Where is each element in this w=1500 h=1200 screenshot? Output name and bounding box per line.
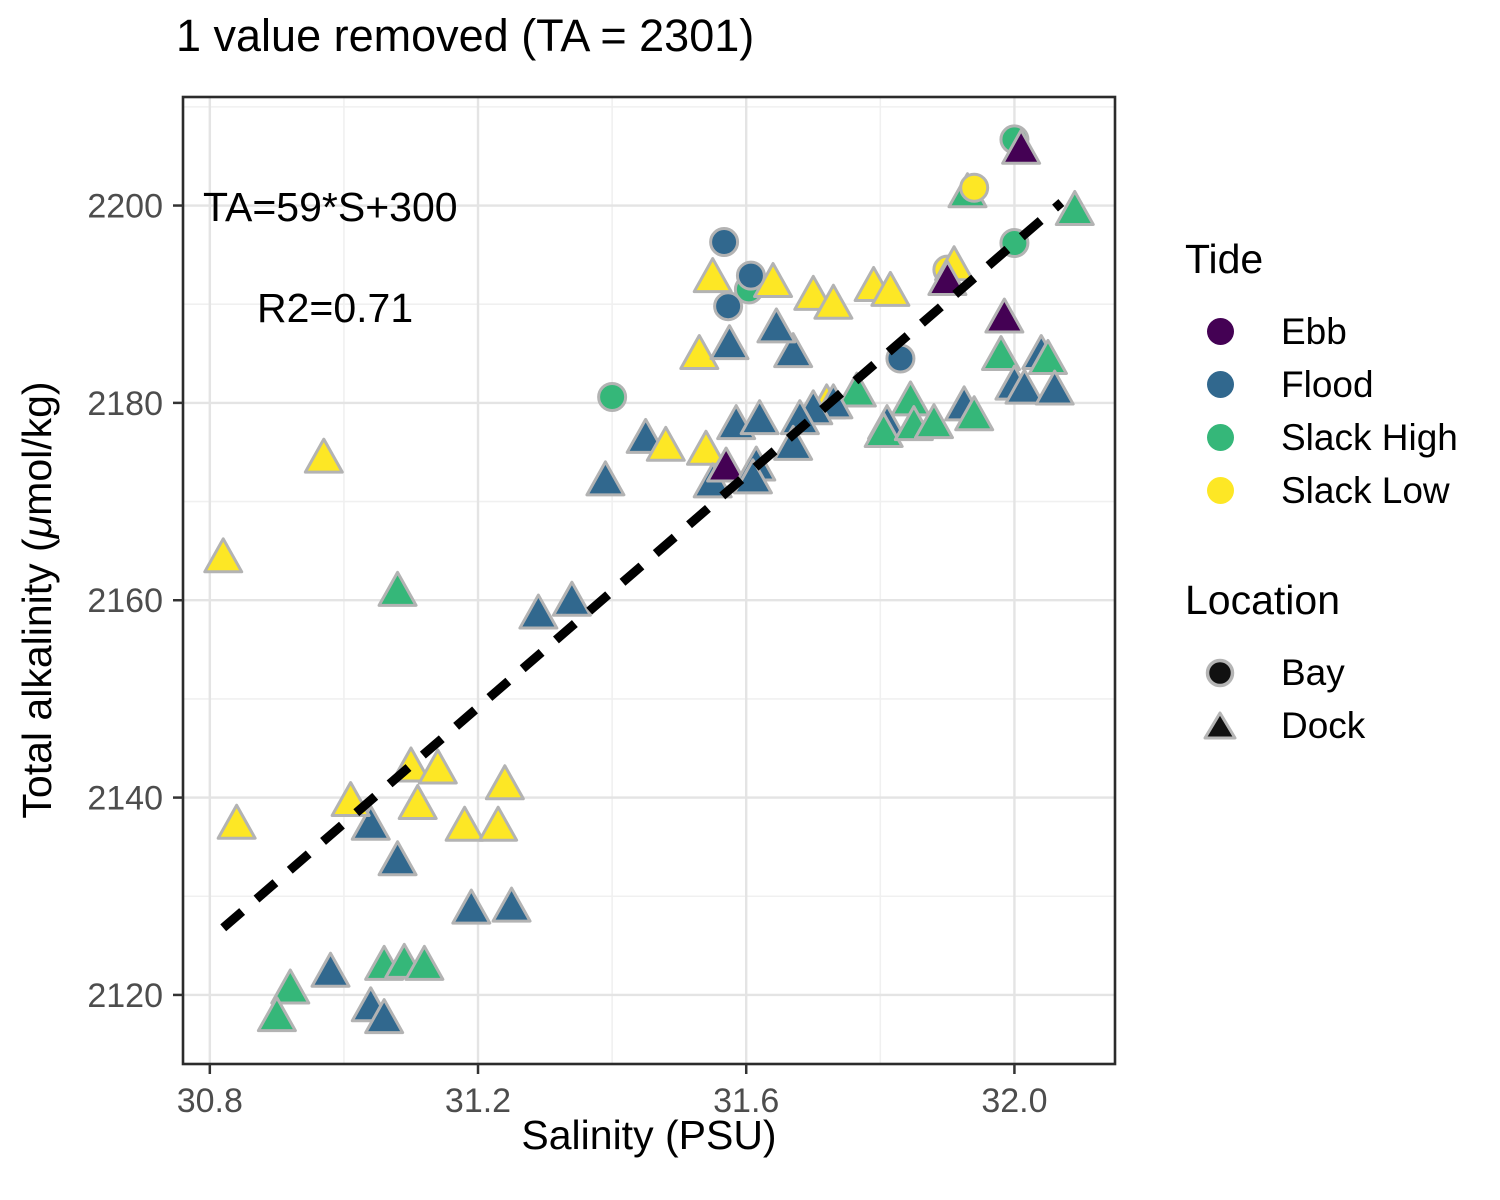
dock-triangle-icon bbox=[1203, 711, 1237, 739]
legend-location-title: Location bbox=[1185, 577, 1341, 623]
point-dock-ebb bbox=[984, 297, 1025, 334]
trend-line bbox=[220, 199, 1065, 932]
axis-ticks-and-labels: 30.8 31.2 31.6 32.0 2120 2140 2160 2180 2200 bbox=[87, 188, 1047, 1120]
y-tick-label: 2180 bbox=[87, 385, 163, 423]
minor-gridlines bbox=[183, 97, 1115, 1064]
ebb-color-swatch bbox=[1207, 318, 1234, 345]
major-gridlines bbox=[183, 97, 1115, 1064]
r-squared-annotation: R2=0.71 bbox=[257, 285, 414, 331]
legend-label-bay: Bay bbox=[1281, 651, 1345, 693]
point-dock-slack-low bbox=[685, 429, 726, 466]
point-dock-slack-high bbox=[836, 371, 877, 408]
point-dock-flood bbox=[709, 324, 750, 361]
point-dock-slack-high bbox=[270, 968, 311, 1005]
point-dock-flood bbox=[451, 888, 492, 925]
point-dock-slack-low bbox=[793, 274, 834, 311]
point-dock-ebb bbox=[706, 446, 747, 483]
point-dock-slack-high bbox=[981, 335, 1022, 372]
x-tick-label: 32.0 bbox=[981, 1082, 1047, 1120]
point-bay-flood bbox=[709, 227, 740, 258]
point-dock-slack-high bbox=[1027, 338, 1068, 375]
legend: Tide Ebb Flood Slack High Slack Low Loca… bbox=[1185, 236, 1497, 752]
point-bay-slack-low bbox=[959, 172, 990, 203]
point-dock-slack-low bbox=[484, 764, 525, 801]
y-tick-label: 2160 bbox=[87, 582, 163, 620]
point-dock-ebb bbox=[927, 260, 968, 297]
point-dock-flood bbox=[364, 998, 405, 1035]
point-dock-slack-low bbox=[870, 270, 911, 307]
point-dock-slack-high bbox=[377, 570, 418, 607]
point-dock-slack-low bbox=[216, 803, 257, 840]
legend-item-flood: Flood bbox=[1185, 358, 1497, 411]
point-dock-slack-high bbox=[1054, 189, 1095, 226]
point-dock-slack-low bbox=[203, 537, 244, 574]
point-dock-flood bbox=[732, 458, 773, 495]
legend-item-slack-high: Slack High bbox=[1185, 411, 1497, 464]
point-dock-flood bbox=[377, 840, 418, 877]
legend-label-slack-low: Slack Low bbox=[1281, 469, 1450, 511]
chart-title: 1 value removed (TA = 2301) bbox=[176, 10, 755, 61]
point-dock-slack-low bbox=[813, 283, 854, 320]
point-dock-slack-low bbox=[417, 748, 458, 785]
point-dock-flood bbox=[1034, 369, 1075, 406]
x-tick-label: 30.8 bbox=[177, 1082, 243, 1120]
equation-annotation: TA=59*S+300 bbox=[203, 184, 458, 230]
point-dock-slack-high bbox=[404, 944, 445, 981]
x-axis-title: Salinity (PSU) bbox=[521, 1112, 777, 1158]
point-dock-slack-high bbox=[954, 395, 995, 432]
point-bay-flood bbox=[713, 291, 744, 322]
legend-spacer bbox=[1185, 517, 1497, 577]
point-dock-ebb bbox=[1001, 128, 1042, 165]
legend-item-slack-low: Slack Low bbox=[1185, 464, 1497, 517]
legend-item-bay: Bay bbox=[1185, 646, 1497, 699]
legend-label-dock: Dock bbox=[1281, 704, 1366, 746]
legend-item-ebb: Ebb bbox=[1185, 305, 1497, 358]
point-dock-slack-high bbox=[256, 996, 297, 1033]
point-dock-flood bbox=[491, 886, 532, 923]
point-dock-flood bbox=[551, 580, 592, 617]
y-tick-label: 2140 bbox=[87, 780, 163, 818]
slack-low-color-swatch bbox=[1207, 477, 1234, 504]
point-dock-flood bbox=[310, 951, 351, 988]
point-dock-flood bbox=[1004, 368, 1045, 405]
point-dock-flood bbox=[518, 593, 559, 630]
data-points bbox=[203, 124, 1095, 1035]
point-dock-slack-low bbox=[692, 257, 733, 294]
point-dock-flood bbox=[756, 307, 797, 344]
point-dock-slack-low bbox=[303, 437, 344, 474]
point-bay-slack-high bbox=[597, 381, 628, 412]
x-tick-label: 31.2 bbox=[445, 1082, 511, 1120]
flood-color-swatch bbox=[1207, 371, 1234, 398]
point-dock-slack-high bbox=[863, 411, 904, 448]
point-dock-flood bbox=[739, 399, 780, 436]
point-dock-flood bbox=[585, 460, 626, 497]
x-tick-label: 31.6 bbox=[713, 1082, 779, 1120]
point-dock-slack-low bbox=[444, 805, 485, 842]
point-dock-flood bbox=[350, 804, 391, 841]
legend-label-slack-high: Slack High bbox=[1281, 416, 1458, 458]
panel-border bbox=[181, 95, 1117, 1066]
legend-label-ebb: Ebb bbox=[1281, 310, 1347, 352]
legend-tide-title: Tide bbox=[1185, 236, 1264, 282]
legend-label-flood: Flood bbox=[1281, 363, 1374, 405]
point-dock-flood bbox=[773, 424, 814, 461]
point-dock-slack-high bbox=[913, 403, 954, 440]
point-dock-slack-low bbox=[397, 783, 438, 820]
point-dock-flood bbox=[773, 332, 814, 369]
legend-item-dock: Dock bbox=[1185, 699, 1497, 752]
point-dock-slack-low bbox=[679, 334, 720, 371]
y-tick-label: 2120 bbox=[87, 977, 163, 1015]
y-axis-title: Total alkalinity (μmol/kg) bbox=[14, 381, 60, 819]
bay-circle-icon bbox=[1205, 658, 1235, 687]
mu-symbol: μ bbox=[14, 515, 60, 539]
slack-high-color-swatch bbox=[1207, 424, 1234, 451]
point-dock-slack-low bbox=[478, 805, 519, 842]
point-bay-flood bbox=[735, 260, 766, 291]
regression-dashed-line bbox=[220, 199, 1065, 932]
y-tick-label: 2200 bbox=[87, 188, 163, 226]
point-dock-slack-low bbox=[645, 425, 686, 462]
